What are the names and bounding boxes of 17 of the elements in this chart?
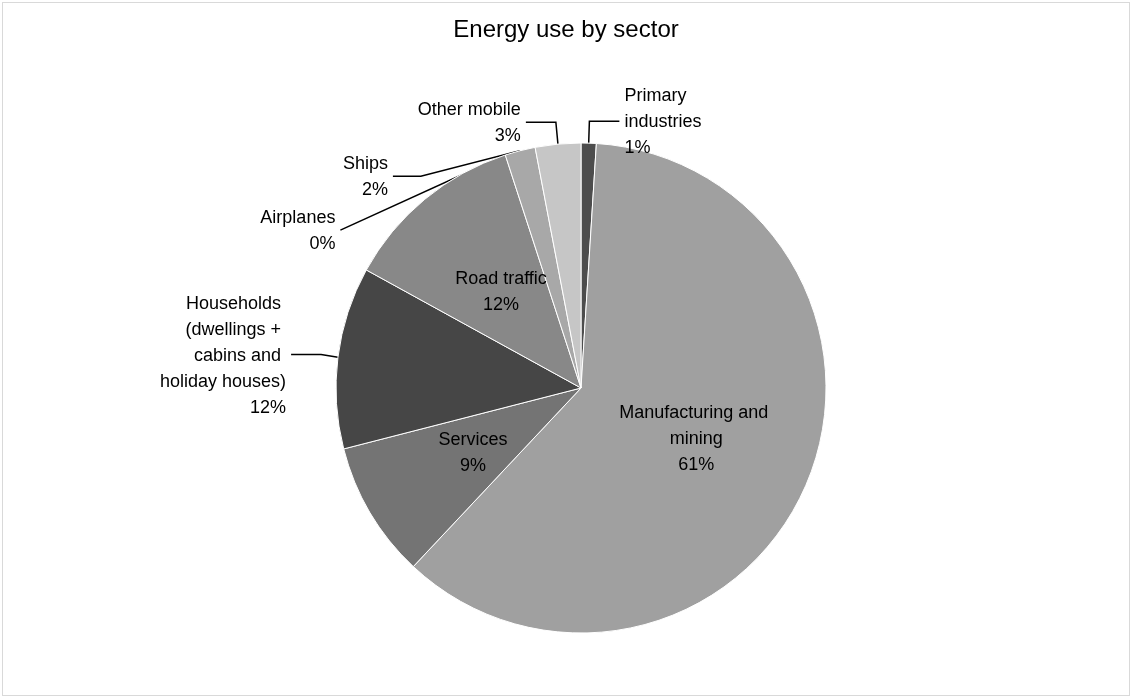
slice-label: Road traffic [455,268,547,289]
slice-label: Households (dwellings + cabins and holiday houses) [160,292,287,391]
slice-label: Other mobile [417,99,521,120]
data-label: 2% [361,179,388,200]
slice-label: Primary industries [624,85,702,132]
chart-title: Energy use by sector [453,14,679,42]
slice-label: Manufacturing and mining [619,401,774,448]
category-label: Airplanes [260,207,336,228]
data-label: 12% [250,396,287,417]
data-label: 12% [482,294,520,315]
data-label: 61% [678,453,715,474]
text: 0% [309,233,336,254]
data-label: 9% [459,454,486,475]
slice-label: Ships [342,153,388,174]
slice-label: Services [438,428,508,449]
data-label: 3% [494,125,521,146]
data-label: 1% [624,137,651,158]
